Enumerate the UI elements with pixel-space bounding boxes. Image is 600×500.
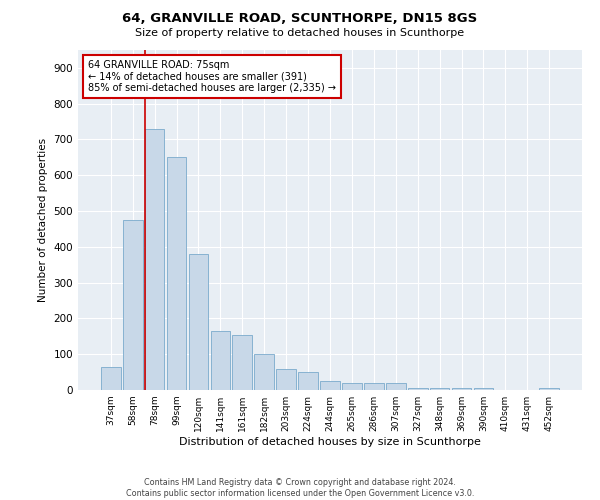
Bar [188, 254, 208, 390]
Bar [123, 220, 143, 390]
Bar [473, 388, 493, 390]
Bar [211, 331, 230, 390]
Bar [408, 388, 428, 390]
Bar [167, 158, 187, 390]
Bar [101, 366, 121, 390]
Text: Contains HM Land Registry data © Crown copyright and database right 2024.
Contai: Contains HM Land Registry data © Crown c… [126, 478, 474, 498]
Bar [276, 368, 296, 390]
Bar [452, 388, 472, 390]
Text: 64, GRANVILLE ROAD, SCUNTHORPE, DN15 8GS: 64, GRANVILLE ROAD, SCUNTHORPE, DN15 8GS [122, 12, 478, 26]
Text: Size of property relative to detached houses in Scunthorpe: Size of property relative to detached ho… [136, 28, 464, 38]
Bar [539, 388, 559, 390]
Bar [386, 383, 406, 390]
Bar [430, 388, 449, 390]
Bar [232, 334, 252, 390]
Bar [342, 383, 362, 390]
Bar [320, 381, 340, 390]
Bar [145, 128, 164, 390]
Text: 64 GRANVILLE ROAD: 75sqm
← 14% of detached houses are smaller (391)
85% of semi-: 64 GRANVILLE ROAD: 75sqm ← 14% of detach… [88, 60, 336, 94]
Bar [298, 372, 318, 390]
Y-axis label: Number of detached properties: Number of detached properties [38, 138, 48, 302]
Bar [364, 383, 384, 390]
Bar [254, 354, 274, 390]
X-axis label: Distribution of detached houses by size in Scunthorpe: Distribution of detached houses by size … [179, 437, 481, 447]
